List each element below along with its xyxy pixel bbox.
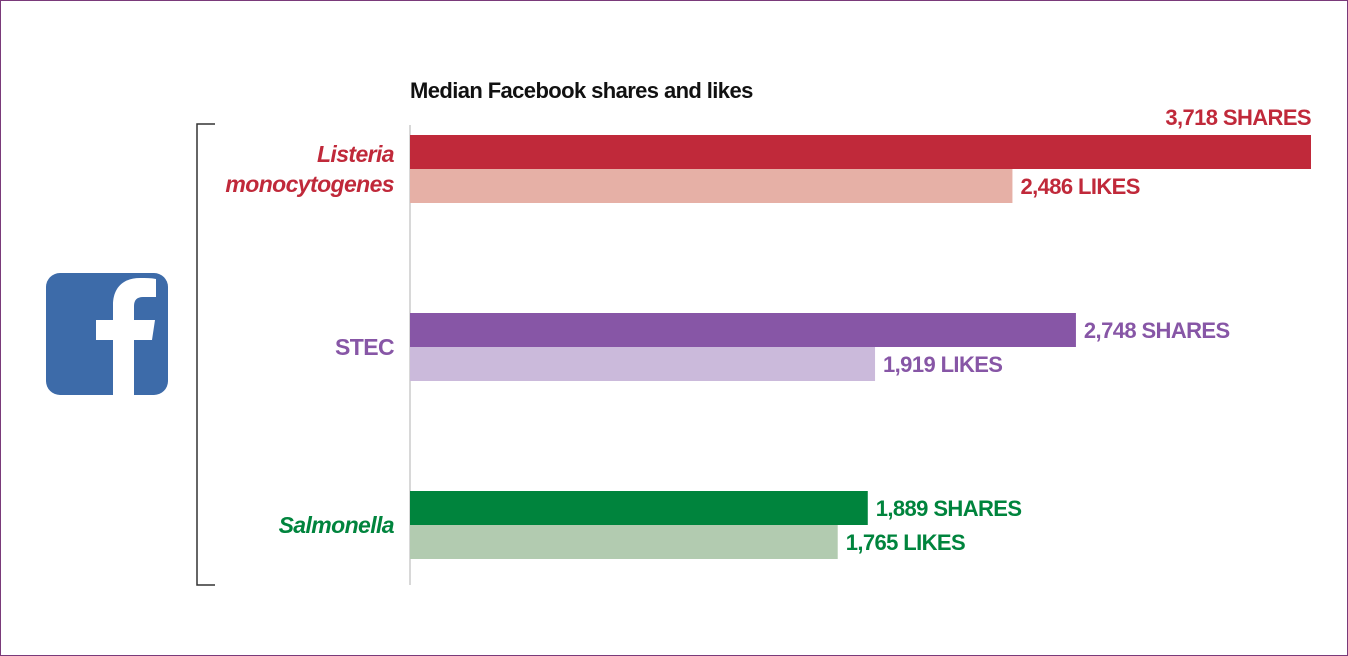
value-label: 1,765 LIKES	[846, 530, 965, 555]
bar	[410, 313, 1076, 347]
bar	[410, 169, 1013, 203]
value-label: 2,486 LIKES	[1020, 174, 1139, 199]
category-label: Listeria monocytogenes	[225, 141, 394, 197]
category-label: Salmonella	[278, 512, 395, 538]
value-label: 1,889 SHARES	[876, 496, 1022, 521]
category-label: STEC	[335, 334, 395, 360]
bar	[410, 491, 868, 525]
bar	[410, 347, 876, 381]
value-label: 1,919 LIKES	[883, 352, 1002, 377]
value-label: 2,748 SHARES	[1084, 318, 1230, 343]
facebook-f	[96, 278, 156, 395]
bar	[410, 525, 838, 559]
bracket	[196, 123, 215, 586]
value-label: 3,718 SHARES	[1165, 105, 1311, 130]
bar	[410, 135, 1311, 169]
chart-title: Median Facebook shares and likes	[410, 78, 753, 103]
